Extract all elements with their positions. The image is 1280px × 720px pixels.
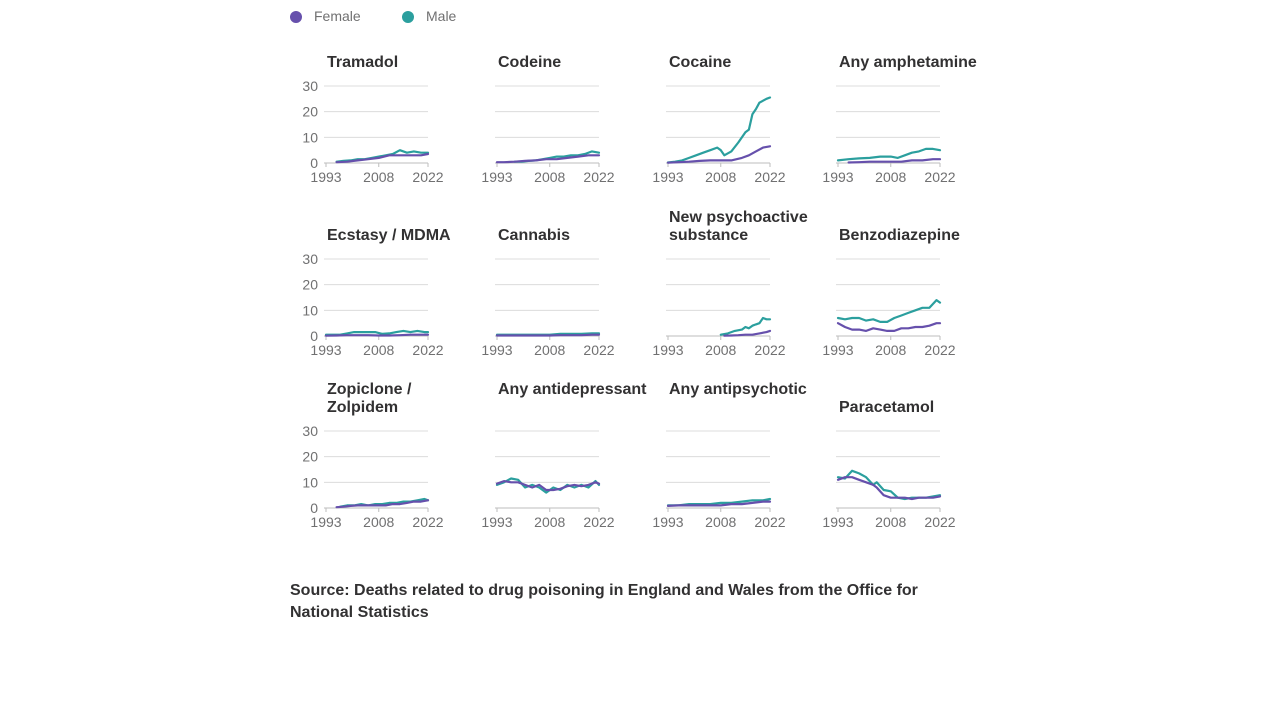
series-line-female [723, 329, 772, 337]
y-tick-label: 30 [302, 78, 318, 94]
x-tick-label: 1993 [310, 342, 341, 358]
chart-panel: Paracetamol 1993 2008 2022 [822, 399, 955, 530]
x-tick-label: 2022 [924, 514, 955, 530]
y-tick-label: 0 [310, 500, 318, 516]
series-line-female [847, 158, 942, 164]
y-tick-label: 30 [302, 251, 318, 267]
x-tick-label: 1993 [822, 342, 853, 358]
y-tick-label: 20 [302, 104, 318, 120]
panel-title: Any amphetamine [839, 54, 977, 71]
y-tick-label: 10 [302, 129, 318, 145]
panel-title: Any antipsychotic [669, 381, 807, 398]
panel-title: Paracetamol [839, 399, 934, 416]
x-tick-label: 2008 [363, 514, 394, 530]
series-line-male [719, 316, 772, 336]
series-line-female [495, 154, 601, 164]
series-line-female [335, 152, 430, 164]
y-tick-label: 20 [302, 449, 318, 465]
x-tick-label: 2008 [363, 169, 394, 185]
x-tick-label: 2022 [754, 169, 785, 185]
series-line-female [495, 333, 601, 337]
x-tick-label: 2008 [875, 169, 906, 185]
x-tick-label: 2022 [583, 342, 614, 358]
x-tick-label: 2022 [412, 342, 443, 358]
panel-title: Any antidepressant [498, 381, 647, 398]
series-line-female [836, 476, 942, 501]
chart-panel: Ecstasy / MDMA 0 10 20 30 1993 2008 2022 [302, 227, 451, 358]
series-line-female [666, 145, 772, 164]
x-tick-label: 2008 [875, 514, 906, 530]
x-tick-label: 2008 [875, 342, 906, 358]
series-line-male [836, 469, 942, 501]
x-tick-label: 2022 [583, 514, 614, 530]
series-line-female [495, 480, 601, 492]
chart-panel: Cocaine 1993 2008 2022 [652, 54, 785, 185]
series-line-male [836, 147, 942, 162]
x-tick-label: 2022 [412, 514, 443, 530]
series-line-male [666, 96, 772, 164]
source-note: Source: Deaths related to drug poisoning… [290, 582, 918, 621]
panel-title: Ecstasy / MDMA [327, 227, 451, 244]
x-tick-label: 2008 [705, 169, 736, 185]
chart-panel: Cannabis 1993 2008 2022 [481, 227, 614, 358]
x-tick-label: 1993 [310, 514, 341, 530]
legend-swatch-female [290, 11, 302, 23]
chart-panel: Benzodiazepine 1993 2008 2022 [822, 227, 960, 358]
y-tick-label: 20 [302, 277, 318, 293]
x-tick-label: 1993 [822, 169, 853, 185]
x-tick-label: 2008 [534, 169, 565, 185]
x-tick-label: 2022 [924, 169, 955, 185]
x-tick-label: 2022 [754, 342, 785, 358]
series-line-male [836, 299, 942, 323]
chart-panel: Any antipsychotic 1993 2008 2022 [652, 381, 806, 530]
x-tick-label: 1993 [652, 169, 683, 185]
x-tick-label: 2008 [705, 342, 736, 358]
x-tick-label: 2022 [583, 169, 614, 185]
y-tick-label: 10 [302, 474, 318, 490]
series-line-female [324, 333, 430, 337]
panel-title: Codeine [498, 54, 561, 71]
y-tick-label: 10 [302, 302, 318, 318]
panel-title: Cocaine [669, 54, 731, 71]
panel-title: Cannabis [498, 227, 570, 244]
chart-panel: New psychoactive substance 1993 2008 2022 [652, 209, 807, 358]
legend-label-female: Female [314, 8, 361, 24]
chart-panel: Tramadol 0 10 20 30 1993 2008 2022 [302, 54, 443, 185]
series-line-female [836, 322, 942, 332]
x-tick-label: 2008 [705, 514, 736, 530]
legend-label-male: Male [426, 8, 457, 24]
x-tick-label: 2008 [534, 342, 565, 358]
chart-panel: Codeine 1993 2008 2022 [481, 54, 614, 185]
small-multiples-chart: Tramadol 0 10 20 30 1993 2008 2022 Codeine 1993 20… [302, 54, 976, 530]
chart-panel: Zopiclone / Zolpidem 0 10 20 30 1993 2008 2022 [302, 381, 443, 530]
chart-panel: Any amphetamine 1993 2008 2022 [822, 54, 976, 185]
x-tick-label: 1993 [481, 514, 512, 530]
x-tick-label: 2022 [924, 342, 955, 358]
y-tick-label: 0 [310, 155, 318, 171]
x-tick-label: 1993 [481, 342, 512, 358]
panel-title: New psychoactive substance [669, 209, 808, 244]
x-tick-label: 1993 [652, 342, 683, 358]
series-line-male [324, 329, 430, 336]
panel-title: Benzodiazepine [839, 227, 960, 244]
x-tick-label: 2008 [534, 514, 565, 530]
x-tick-label: 2008 [363, 342, 394, 358]
x-tick-label: 1993 [481, 169, 512, 185]
x-tick-label: 1993 [822, 514, 853, 530]
series-line-female [335, 499, 430, 509]
x-tick-label: 1993 [310, 169, 341, 185]
panel-title: Zopiclone / Zolpidem [327, 381, 412, 416]
panel-title: Tramadol [327, 54, 398, 71]
x-tick-label: 1993 [652, 514, 683, 530]
y-tick-label: 30 [302, 423, 318, 439]
chart-panel: Any antidepressant 1993 2008 2022 [481, 381, 647, 530]
x-tick-label: 2022 [754, 514, 785, 530]
legend-swatch-male [402, 11, 414, 23]
x-tick-label: 2022 [412, 169, 443, 185]
y-tick-label: 0 [310, 328, 318, 344]
series-line-female [666, 500, 772, 507]
